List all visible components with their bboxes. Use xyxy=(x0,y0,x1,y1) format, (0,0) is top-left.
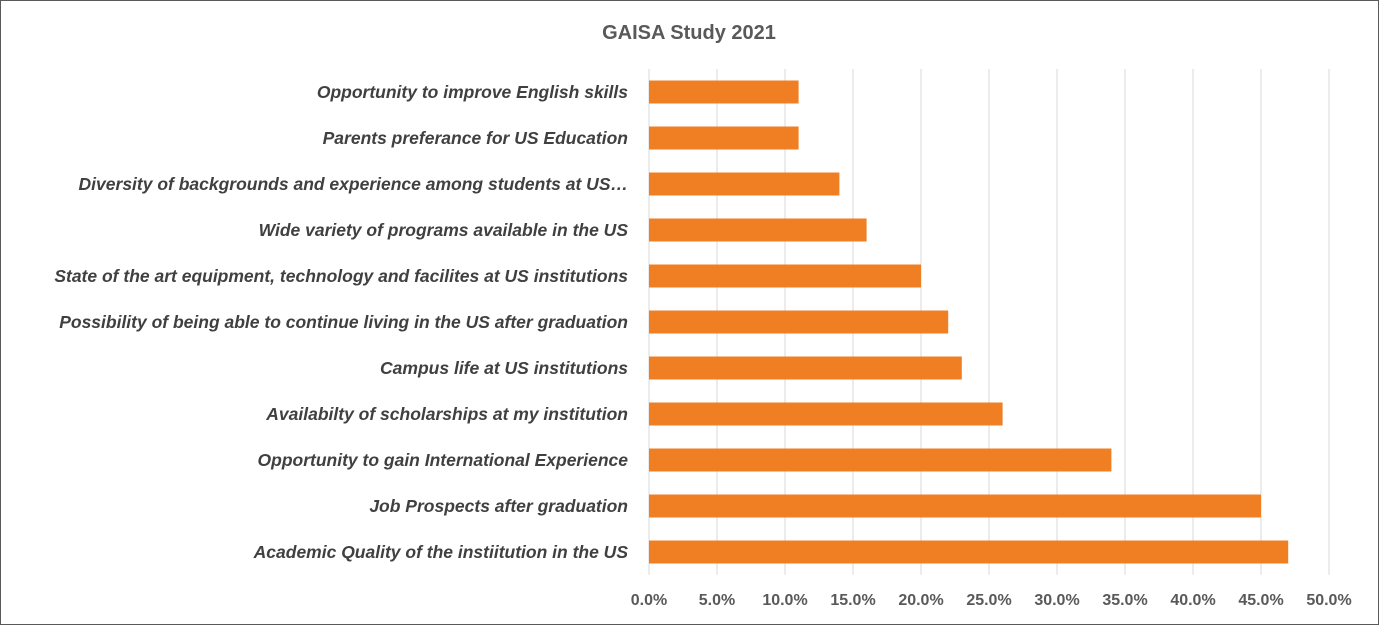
x-tick-label: 20.0% xyxy=(898,592,943,609)
x-axis-tick-labels: 0.0% 5.0% 10.0% 15.0% 20.0% 25.0% 30.0% 35.0% 40… xyxy=(631,592,1352,609)
bar xyxy=(649,126,799,150)
bar xyxy=(649,218,867,242)
bar xyxy=(649,356,962,380)
x-tick-label: 35.0% xyxy=(1102,592,1147,609)
x-tick-label: 30.0% xyxy=(1034,592,1079,609)
category-label: State of the art equipment, technology a… xyxy=(54,266,628,286)
x-tick-label: 25.0% xyxy=(966,592,1011,609)
category-label: Possibility of being able to continue li… xyxy=(59,312,628,332)
bar xyxy=(649,310,949,334)
category-label: Campus life at US institutions xyxy=(380,358,628,378)
bar xyxy=(649,80,799,104)
x-tick-label: 10.0% xyxy=(762,592,807,609)
bar xyxy=(649,172,840,196)
x-tick-label: 50.0% xyxy=(1306,592,1351,609)
category-label: Wide variety of programs available in th… xyxy=(259,220,629,240)
category-labels: Opportunity to improve English skills Par… xyxy=(54,82,628,562)
chart-title: GAISA Study 2021 xyxy=(602,22,776,44)
x-tick-label: 15.0% xyxy=(830,592,875,609)
category-label: Academic Quality of the instiitution in … xyxy=(253,542,629,562)
category-label: Availabilty of scholarships at my instit… xyxy=(265,404,628,424)
x-tick-label: 0.0% xyxy=(631,592,667,609)
category-label: Job Prospects after graduation xyxy=(369,496,628,516)
bar xyxy=(649,494,1261,518)
bar xyxy=(649,540,1289,564)
bar xyxy=(649,402,1003,426)
category-label: Parents preferance for US Education xyxy=(323,128,628,148)
x-tick-label: 5.0% xyxy=(699,592,735,609)
x-tick-label: 40.0% xyxy=(1170,592,1215,609)
category-label: Opportunity to gain International Experi… xyxy=(258,450,629,470)
bar xyxy=(649,264,921,288)
category-label: Diversity of backgrounds and experience … xyxy=(79,174,628,194)
category-label: Opportunity to improve English skills xyxy=(317,82,628,102)
bar xyxy=(649,448,1112,472)
bars xyxy=(649,80,1289,564)
x-tick-label: 45.0% xyxy=(1238,592,1283,609)
